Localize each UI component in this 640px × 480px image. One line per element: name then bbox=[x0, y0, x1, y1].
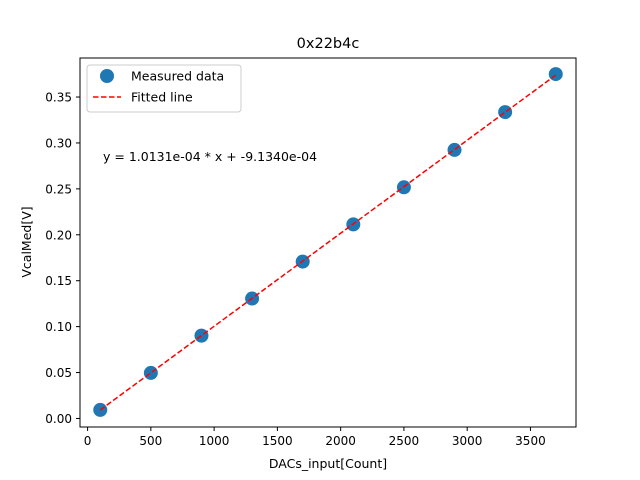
fitted-line-layer bbox=[99, 74, 557, 411]
x-tick-label: 2500 bbox=[389, 434, 420, 448]
data-point bbox=[498, 105, 513, 120]
fit-equation-annotation: y = 1.0131e-04 * x + -9.1340e-04 bbox=[103, 149, 317, 164]
y-tick-label: 0.20 bbox=[45, 228, 72, 242]
x-axis-label: DACs_input[Count] bbox=[269, 456, 387, 471]
x-tick-label: 0 bbox=[84, 434, 92, 448]
x-tick-label: 1500 bbox=[262, 434, 293, 448]
y-tick-label: 0.10 bbox=[45, 320, 72, 334]
legend-label-measured: Measured data bbox=[131, 69, 224, 84]
data-point bbox=[194, 328, 209, 343]
x-tick-label: 500 bbox=[139, 434, 162, 448]
x-axis: 0 500 1000 1500 2000 2500 3000 3500 bbox=[84, 427, 546, 448]
y-tick-label: 0.05 bbox=[45, 366, 72, 380]
data-point bbox=[447, 142, 462, 157]
legend-label-fitted: Fitted line bbox=[131, 90, 193, 105]
x-tick-label: 3500 bbox=[515, 434, 546, 448]
y-axis-label: VcalMed[V] bbox=[19, 206, 34, 277]
x-tick-label: 3000 bbox=[452, 434, 483, 448]
data-point bbox=[548, 67, 563, 82]
y-tick-label: 0.35 bbox=[45, 91, 72, 105]
fitted-line bbox=[99, 74, 557, 411]
y-axis: 0.00 0.05 0.10 0.15 0.20 0.25 0.30 0.35 bbox=[45, 91, 80, 426]
y-tick-label: 0.00 bbox=[45, 412, 72, 426]
legend-marker-measured bbox=[100, 69, 114, 83]
y-tick-label: 0.25 bbox=[45, 182, 72, 196]
legend-box bbox=[86, 64, 242, 113]
x-tick-label: 1000 bbox=[199, 434, 230, 448]
legend: Measured data Fitted line bbox=[86, 64, 242, 113]
y-tick-label: 0.15 bbox=[45, 274, 72, 288]
y-tick-label: 0.30 bbox=[45, 136, 72, 150]
chart-title: 0x22b4c bbox=[297, 36, 360, 52]
data-point bbox=[143, 365, 158, 380]
x-tick-label: 2000 bbox=[325, 434, 356, 448]
